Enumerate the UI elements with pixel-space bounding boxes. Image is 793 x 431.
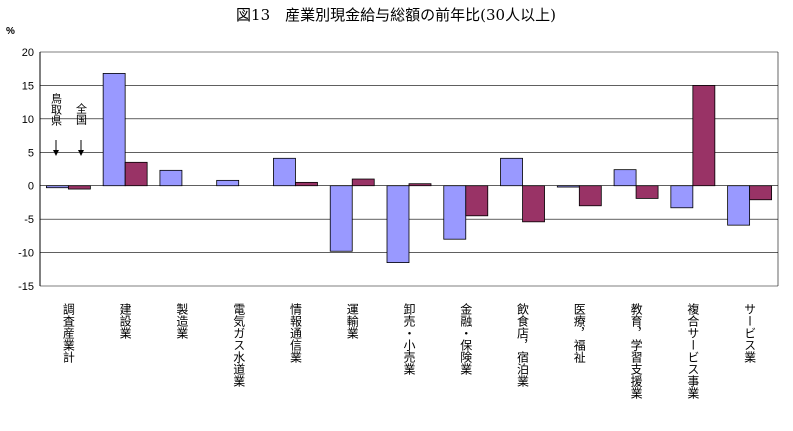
category-label: サービス業 — [743, 303, 757, 363]
bar-tottori — [670, 185, 694, 209]
annotation-label: 全国 — [75, 102, 88, 126]
bar-tottori — [159, 169, 183, 187]
category-label: 金融・保険業 — [459, 302, 473, 375]
y-tick-label: -5 — [24, 214, 34, 226]
bar-national — [465, 185, 489, 217]
arrow-head-icon — [78, 150, 84, 156]
category-label: 医療，福祉 — [572, 303, 586, 364]
bar-tottori — [556, 185, 580, 188]
category-label: 情報通信業 — [288, 303, 302, 363]
bar-national — [578, 185, 602, 207]
category-label: 運輸業 — [345, 303, 359, 339]
y-tick-label: -10 — [18, 248, 34, 260]
bar-national — [295, 181, 318, 187]
bar-tottori — [727, 185, 751, 226]
annotations: 鳥取県 全国 — [50, 92, 88, 156]
annotation-label: 鳥取県 — [50, 92, 63, 127]
category-label: 電気ガス水道業 — [232, 303, 246, 387]
chart-title: 図13 産業別現金給与総額の前年比(30人以上) — [236, 6, 556, 24]
y-tick-label: 0 — [28, 181, 34, 193]
bar-national — [522, 185, 545, 223]
category-label: 教育，学習支援業 — [629, 302, 643, 399]
y-tick-label: 15 — [22, 80, 34, 92]
bar-tottori — [102, 72, 126, 187]
arrow-head-icon — [53, 150, 59, 156]
bar-tottori — [443, 185, 467, 240]
bar-tottori — [45, 185, 69, 189]
bar-tottori — [500, 157, 523, 187]
bar-national — [749, 185, 773, 201]
bar-national — [124, 161, 148, 187]
bar-tottori — [613, 169, 637, 187]
category-label: 飲食店，宿泊業 — [516, 302, 530, 387]
bar-tottori — [386, 185, 410, 263]
bar-national — [351, 178, 375, 187]
bars — [45, 72, 773, 263]
y-tick-label: 5 — [28, 147, 34, 159]
bar-tottori — [273, 157, 296, 187]
y-axis-unit: % — [6, 26, 15, 37]
category-label: 複合サービス事業 — [686, 302, 700, 399]
y-tick-label: -15 — [18, 281, 34, 293]
bar-national — [635, 185, 659, 199]
bar-national — [408, 183, 432, 187]
category-label: 調査産業計 — [61, 303, 75, 363]
bar-national — [67, 185, 91, 190]
axes — [39, 52, 779, 286]
bar-national — [692, 85, 716, 187]
category-labels: 調査産業計 建設業 製造業 電気ガス水道業 情報通信業 運輸業 卸売・小売業 金融・保険業 飲食… — [61, 302, 756, 399]
bar-tottori — [329, 185, 353, 252]
y-tick-label: 10 — [22, 114, 34, 126]
category-label: 製造業 — [175, 303, 189, 339]
y-tick-label: 20 — [22, 47, 34, 59]
category-label: 建設業 — [118, 303, 132, 339]
bar-tottori — [216, 179, 240, 187]
category-label: 卸売・小売業 — [402, 302, 416, 375]
y-tick-labels: 20 15 10 5 0 -5 -10 -15 — [18, 47, 34, 293]
